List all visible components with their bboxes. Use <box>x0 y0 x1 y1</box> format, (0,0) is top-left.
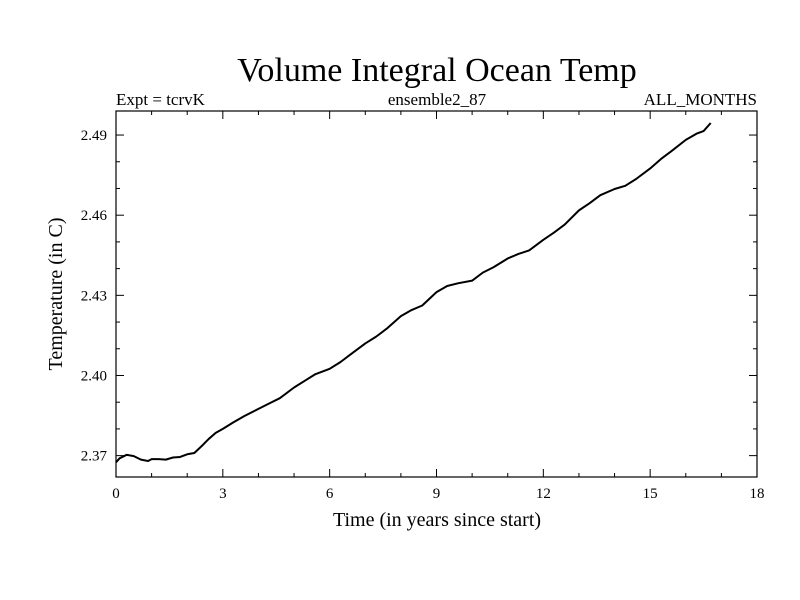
chart-title: Volume Integral Ocean Temp <box>237 52 637 89</box>
x-tick-label: 9 <box>433 486 441 502</box>
x-tick-label: 18 <box>750 486 765 502</box>
y-axis-label: Temperature (in C) <box>45 218 67 371</box>
y-tick-label: 2.46 <box>81 208 108 224</box>
x-tick-label: 12 <box>536 486 551 502</box>
plot-frame <box>115 110 758 478</box>
y-tick-label: 2.43 <box>81 288 107 304</box>
subtitle-left: Expt = tcrvK <box>116 90 206 109</box>
tick-marks <box>115 111 758 477</box>
subtitle-right: ALL_MONTHS <box>644 90 757 109</box>
x-axis-label: Time (in years since start) <box>333 509 541 531</box>
x-tick-label: 6 <box>326 486 334 502</box>
y-tick-label: 2.37 <box>81 449 108 465</box>
x-tick-labels: 0 3 6 9 12 15 18 <box>112 486 764 502</box>
temperature-series-line <box>115 122 712 463</box>
x-tick-label: 3 <box>219 486 227 502</box>
subtitle-center: ensemble2_87 <box>388 90 487 109</box>
x-tick-label: 15 <box>643 486 658 502</box>
y-tick-label: 2.40 <box>81 368 107 384</box>
y-tick-label: 2.49 <box>81 128 107 144</box>
x-tick-label: 0 <box>112 486 120 502</box>
y-tick-labels: 2.37 2.40 2.43 2.46 2.49 <box>81 128 108 465</box>
